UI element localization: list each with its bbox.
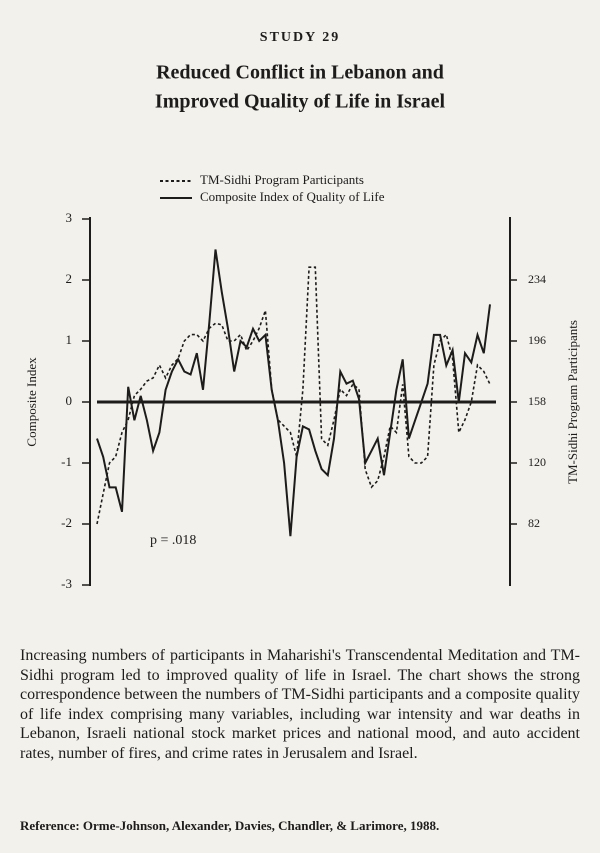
legend-label: Composite Index of Quality of Life (200, 189, 385, 204)
caption: Increasing numbers of participants in Ma… (20, 647, 580, 762)
y-tick-label: 1 (66, 332, 73, 347)
y-tick-label: 0 (66, 393, 73, 408)
legend-label: TM-Sidhi Program Participants (200, 172, 364, 187)
chart: Reduced Conflict in Lebanon and Improved… (24, 62, 580, 591)
study-label: STUDY 29 (259, 30, 341, 45)
y-tick-label: -2 (61, 515, 72, 530)
y-axis-label: Composite Index (24, 357, 39, 447)
y-tick-label: 2 (66, 271, 73, 286)
y2-tick-label: 196 (528, 333, 546, 347)
y2-tick-label: 158 (528, 394, 546, 408)
y2-tick-label: 120 (528, 455, 546, 469)
series-line (96, 266, 491, 525)
chart-subtitle: Improved Quality of Life in Israel (155, 91, 446, 113)
y2-axis-label: TM-Sidhi Program Participants (565, 320, 580, 484)
y-tick-label: -1 (61, 454, 72, 469)
y2-tick-label: 234 (528, 272, 546, 286)
reference: Reference: Orme-Johnson, Alexander, Davi… (20, 818, 440, 833)
chart-title: Reduced Conflict in Lebanon and (156, 62, 444, 84)
series-line (96, 249, 491, 537)
y-tick-label: -3 (61, 576, 72, 591)
y-tick-label: 3 (66, 210, 73, 225)
y2-tick-label: 82 (528, 516, 540, 530)
annotation: p = .018 (150, 533, 196, 548)
